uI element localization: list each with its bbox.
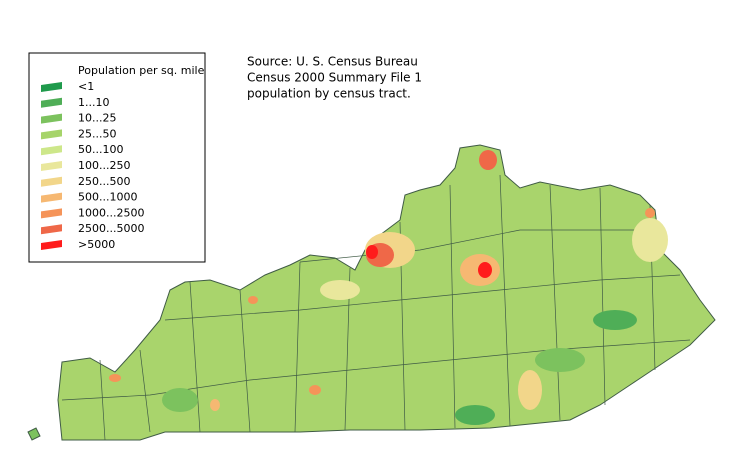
source-line: population by census tract.	[247, 87, 411, 101]
legend: <1 1...10 10...25 25...50 50...100 100...250 2…	[41, 80, 144, 251]
legend-swatch	[41, 192, 62, 203]
legend-label: 25...50	[78, 127, 116, 140]
state-map	[27, 144, 716, 441]
legend-label: 1000...2500	[78, 206, 144, 219]
legend-title: Population per sq. mile	[78, 64, 205, 77]
legend-swatch	[41, 161, 62, 171]
legend-swatch	[41, 82, 62, 92]
legend-swatch	[41, 145, 62, 156]
legend-swatch	[41, 176, 62, 187]
legend-label: 2500...5000	[78, 222, 144, 235]
legend-label: 10...25	[78, 112, 116, 125]
source-line: Source: U. S. Census Bureau	[247, 55, 418, 69]
legend-label: <1	[78, 80, 94, 93]
legend-swatch	[41, 208, 62, 219]
legend-label: 100...250	[78, 159, 130, 172]
legend-label: 1...10	[78, 96, 110, 109]
legend-swatch	[41, 129, 62, 140]
legend-label: 500...1000	[78, 191, 137, 204]
legend-label: 50...100	[78, 143, 123, 156]
source-note: Source: U. S. Census Bureau Census 2000 S…	[247, 55, 422, 101]
legend-label: 250...500	[78, 175, 130, 188]
legend-label: >5000	[78, 238, 115, 251]
legend-swatch	[41, 240, 62, 250]
legend-swatch	[41, 224, 62, 235]
legend-swatch	[41, 97, 62, 108]
legend-swatch	[41, 113, 62, 124]
density-patches	[109, 150, 668, 425]
source-line: Census 2000 Summary File 1	[247, 71, 422, 85]
state-tip	[27, 427, 41, 441]
